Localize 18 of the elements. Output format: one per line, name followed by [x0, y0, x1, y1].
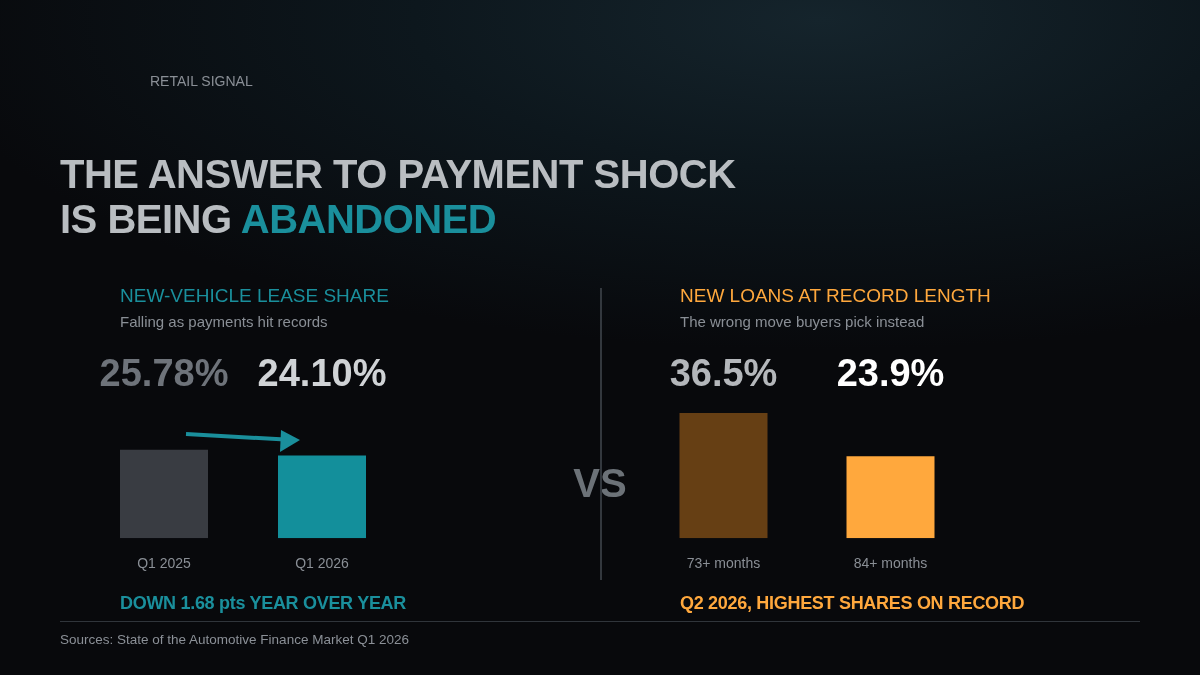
x-tick-label: Q1 2026	[295, 555, 350, 572]
chart-title: NEW LOANS AT RECORD LENGTH	[680, 285, 991, 307]
data-label: 25.78%	[99, 352, 229, 395]
chart-subtitle: Falling as payments hit records	[120, 313, 328, 330]
data-label: 36.5%	[669, 352, 777, 395]
text: VS	[573, 460, 627, 506]
x-tick-label: 73+ months	[686, 555, 760, 572]
source-note: Sources: State of the Automotive Finance Market Q1 2026	[60, 632, 409, 647]
text: Q2 2026, HIGHEST SHARES ON RECORD	[680, 593, 1025, 614]
chart-title: THE ANSWER TO PAYMENT SHOCK IS BEING ABANDONED	[60, 152, 736, 241]
data-label: 24.10%	[257, 352, 387, 395]
data-label: 23.9%	[836, 352, 944, 395]
x-tick-label: Q1 2025	[137, 555, 192, 572]
chart-title: NEW-VEHICLE LEASE SHARE	[120, 285, 389, 307]
chart-subtitle: The wrong move buyers pick instead	[680, 313, 925, 330]
x-tick-label: 84+ months	[853, 555, 927, 572]
text: DOWN 1.68 pts YEAR OVER YEAR	[120, 593, 407, 614]
text: RETAIL SIGNAL	[150, 73, 253, 89]
